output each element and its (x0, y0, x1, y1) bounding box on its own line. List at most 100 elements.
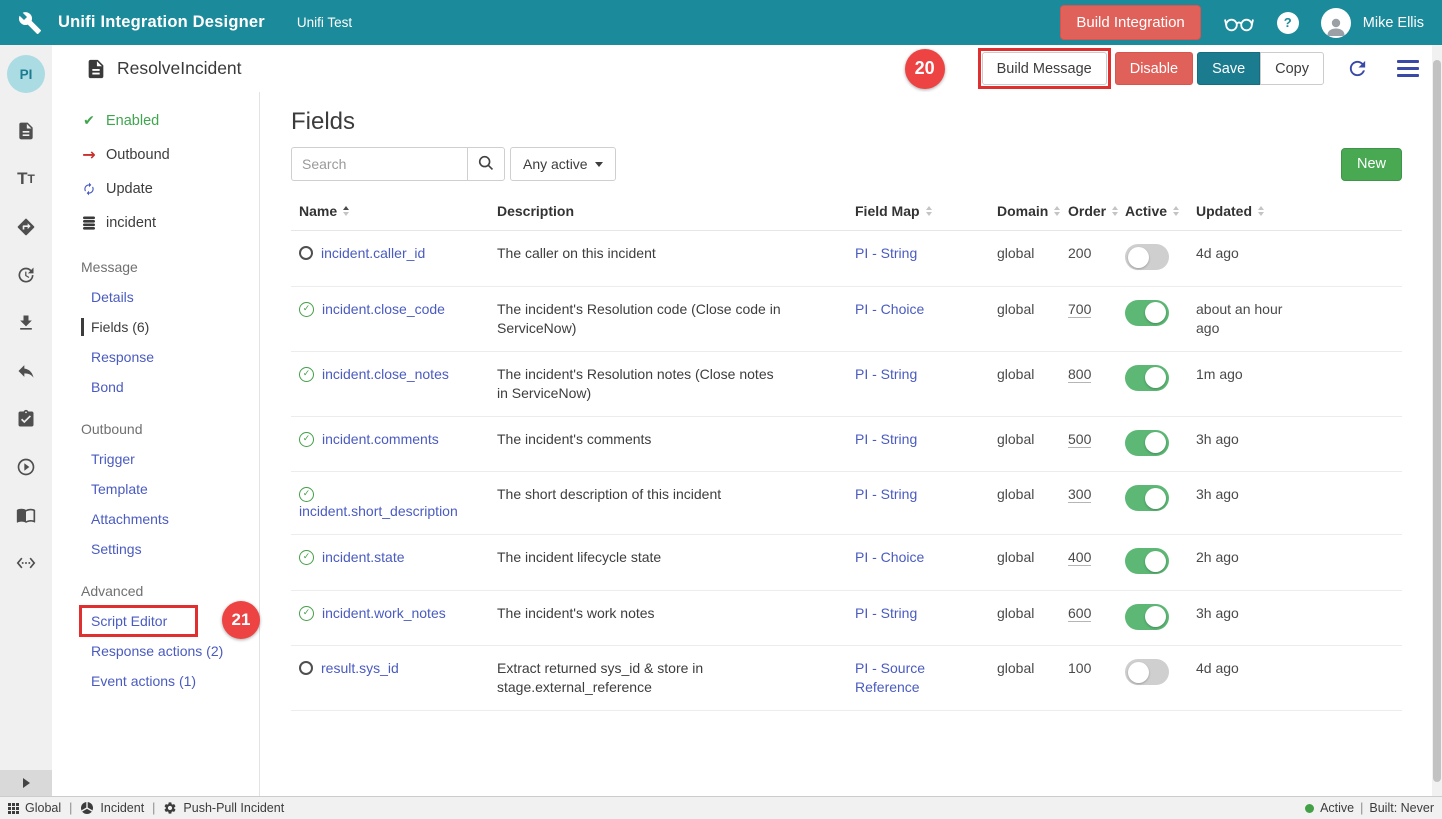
field-order-value[interactable]: 400 (1068, 549, 1092, 566)
sidebar-item-update[interactable]: Update (52, 172, 259, 206)
field-map-link[interactable]: PI - Choice (855, 300, 925, 317)
field-map-link[interactable]: PI - String (855, 365, 918, 382)
table-row: ✓ incident.short_description The short d… (291, 472, 1402, 535)
field-name-link[interactable]: result.sys_id (321, 660, 399, 676)
refresh-button[interactable] (1346, 57, 1369, 80)
disable-button[interactable]: Disable (1114, 52, 1194, 85)
sidebar-item-trigger[interactable]: Trigger (52, 444, 259, 474)
toggle-knob (1145, 367, 1166, 388)
active-filter-label: Any active (523, 156, 588, 172)
sidebar-item-response-actions-2[interactable]: Response actions (2) (52, 636, 259, 666)
build-message-button[interactable]: Build Message (981, 52, 1107, 85)
glasses-icon[interactable] (1223, 13, 1255, 33)
column-header-updated[interactable]: Updated (1186, 203, 1296, 219)
code-icon[interactable] (16, 553, 36, 573)
field-map-link[interactable]: PI - Choice (855, 549, 925, 565)
statusbar-item-incident[interactable]: Incident (80, 801, 144, 815)
sidebar-item-template[interactable]: Template (52, 474, 259, 504)
scrollbar-thumb[interactable] (1433, 60, 1441, 782)
active-toggle[interactable] (1125, 603, 1169, 630)
search-input[interactable] (291, 147, 467, 181)
active-toggle[interactable] (1125, 244, 1169, 270)
field-map-link[interactable]: PI - String (855, 486, 918, 502)
history-icon[interactable] (16, 265, 36, 285)
sidebar-item-settings[interactable]: Settings (52, 534, 259, 564)
fields-heading: Fields (291, 108, 356, 135)
field-name-link[interactable]: incident.short_description (299, 503, 458, 519)
field-name-link[interactable]: incident.work_notes (322, 604, 446, 621)
sidebar-item-script-editor[interactable]: Script Editor 21 (52, 601, 260, 639)
field-order-value[interactable]: 300 (1068, 486, 1092, 503)
active-check-icon: ✓ (299, 366, 314, 382)
search-button[interactable] (467, 147, 505, 181)
build-integration-button[interactable]: Build Integration (1060, 5, 1201, 40)
column-header-name[interactable]: Name (291, 203, 497, 219)
active-toggle[interactable] (1125, 364, 1169, 391)
active-toggle[interactable] (1125, 429, 1169, 456)
field-name-link[interactable]: incident.close_code (322, 300, 445, 317)
save-button[interactable]: Save (1197, 52, 1261, 85)
field-name-link[interactable]: incident.caller_id (321, 245, 426, 261)
sidebar-item-bond[interactable]: Bond (52, 372, 259, 402)
sidebar-item-fields-6[interactable]: Fields (6) (52, 312, 259, 342)
field-map-link[interactable]: PI - Source Reference (855, 660, 926, 695)
table-row: ✓ incident.comments The incident's comme… (291, 417, 1402, 472)
column-header-active[interactable]: Active (1115, 203, 1186, 219)
table-row: result.sys_id Extract returned sys_id & … (291, 646, 1402, 711)
grid-icon (8, 802, 19, 814)
field-updated: 3h ago (1196, 604, 1239, 621)
field-name-link[interactable]: incident.close_notes (322, 365, 449, 382)
active-toggle[interactable] (1125, 485, 1169, 511)
active-filter-dropdown[interactable]: Any active (510, 147, 616, 181)
column-header-field-map[interactable]: Field Map (855, 203, 985, 219)
document-icon[interactable] (16, 121, 36, 141)
column-header-domain[interactable]: Domain (985, 203, 1061, 219)
task-check-icon[interactable] (16, 409, 36, 429)
field-updated: 1m ago (1196, 365, 1243, 382)
field-order-value[interactable]: 500 (1068, 430, 1092, 448)
user-avatar[interactable] (1320, 7, 1351, 38)
active-toggle[interactable] (1125, 548, 1169, 574)
process-badge[interactable]: PI (7, 55, 45, 93)
sidebar-nav: ✔ Enabled → Outbound Update incident Message De… (52, 92, 260, 796)
active-toggle[interactable] (1125, 659, 1169, 685)
copy-button[interactable]: Copy (1260, 52, 1324, 85)
play-circle-icon[interactable] (16, 457, 36, 477)
field-name-link[interactable]: incident.comments (322, 430, 439, 447)
field-map-link[interactable]: PI - String (855, 430, 918, 447)
download-icon[interactable] (16, 313, 36, 333)
directions-icon[interactable] (16, 217, 36, 237)
column-header-label: Name (299, 203, 338, 219)
chevron-down-icon (594, 161, 603, 167)
book-icon[interactable] (16, 505, 36, 525)
reply-icon[interactable] (16, 361, 36, 381)
field-order-value[interactable]: 200 (1068, 245, 1092, 261)
sidebar-item-details[interactable]: Details (52, 282, 259, 312)
help-icon[interactable]: ? (1276, 11, 1299, 34)
new-button[interactable]: New (1340, 147, 1402, 181)
field-order-value[interactable]: 700 (1068, 300, 1092, 318)
sidebar-item-enabled[interactable]: ✔ Enabled (52, 104, 259, 138)
user-name[interactable]: Mike Ellis (1362, 14, 1424, 31)
sidebar-item-response[interactable]: Response (52, 342, 259, 372)
field-name-link[interactable]: incident.state (322, 549, 405, 565)
statusbar-item-global[interactable]: Global (8, 801, 61, 815)
field-order-value[interactable]: 100 (1068, 660, 1092, 676)
field-domain: global (997, 245, 1035, 261)
field-order-value[interactable]: 800 (1068, 365, 1092, 383)
field-map-link[interactable]: PI - String (855, 245, 918, 261)
sidebar-item-event-actions-1[interactable]: Event actions (1) (52, 666, 259, 696)
sidebar-collapse-button[interactable] (0, 770, 52, 796)
column-header-order[interactable]: Order (1060, 203, 1119, 219)
column-header-description[interactable]: Description (497, 203, 855, 219)
menu-icon[interactable] (1397, 60, 1419, 77)
sidebar-item-incident[interactable]: incident (52, 206, 259, 240)
field-order-value[interactable]: 600 (1068, 604, 1092, 622)
sidebar-item-outbound[interactable]: → Outbound (52, 138, 259, 172)
field-map-link[interactable]: PI - String (855, 604, 918, 621)
active-toggle[interactable] (1125, 299, 1169, 326)
table-row: ✓ incident.close_code The incident's Res… (291, 287, 1402, 352)
statusbar-item-push-pull-incident[interactable]: Push-Pull Incident (163, 801, 284, 815)
sidebar-item-attachments[interactable]: Attachments (52, 504, 259, 534)
